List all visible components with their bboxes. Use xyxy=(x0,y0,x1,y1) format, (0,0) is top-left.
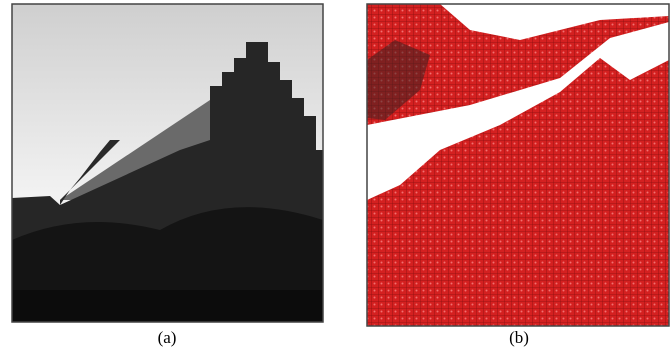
caption: (b) xyxy=(509,328,529,347)
caption: (a) xyxy=(158,328,177,347)
figure: (a) (b) xyxy=(0,0,670,352)
photo-a xyxy=(12,4,323,322)
hedge xyxy=(12,290,323,322)
photo-b xyxy=(367,4,669,326)
